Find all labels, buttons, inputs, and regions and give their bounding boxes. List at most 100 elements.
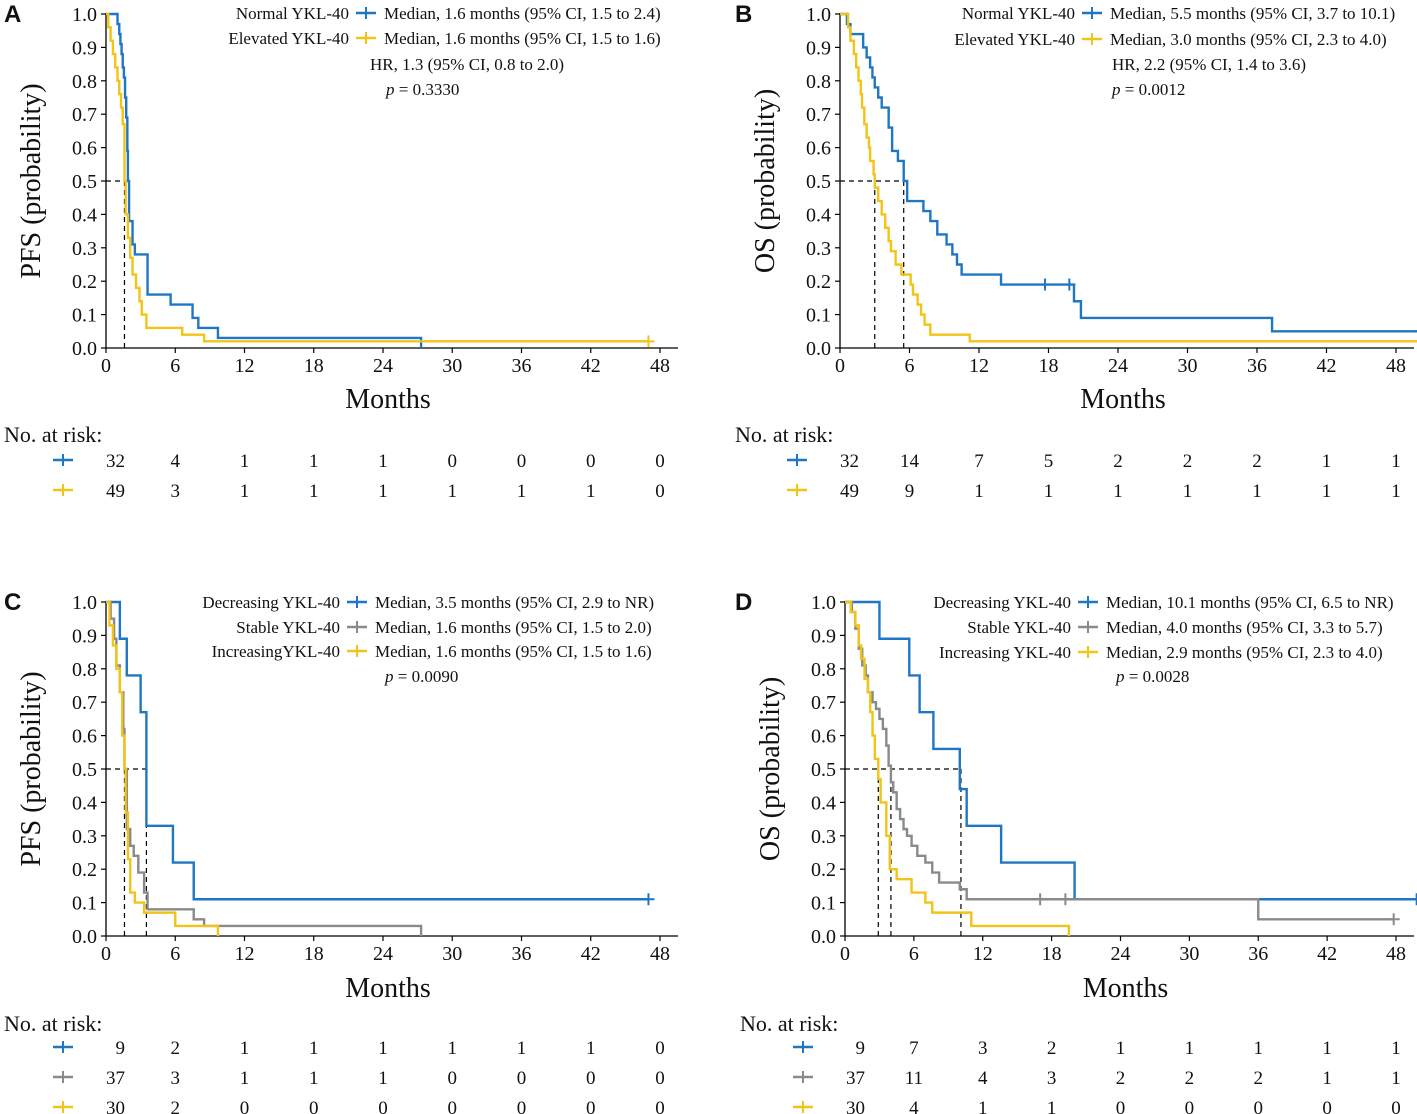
p-value-text: p = 0.0028 [1115,667,1189,686]
x-tick-label: 6 [905,355,915,377]
y-tick-label: 0.7 [72,104,97,126]
risk-count: 1 [517,481,527,502]
risk-count: 49 [106,481,125,502]
km-curve-increasingykl-40 [106,600,220,936]
risk-count: 3 [171,1068,181,1089]
risk-count: 4 [171,451,181,472]
y-axis-label: OS (probability) [755,677,786,861]
risk-count: 0 [655,1038,665,1059]
x-tick-label: 30 [442,943,462,965]
x-tick-label: 36 [1248,943,1268,965]
x-tick-label: 36 [1247,355,1267,377]
risk-count: 1 [378,1068,388,1089]
y-tick-label: 0.6 [806,138,831,160]
legend-group-label: Decreasing YKL-40 [933,593,1071,612]
y-tick-label: 0.2 [72,271,97,293]
panel-c: C0.00.10.20.30.40.50.60.70.80.91.00 6 12 18… [4,589,678,1114]
risk-count: 1 [240,1038,250,1059]
legend-median-text: Median, 3.5 months (95% CI, 2.9 to NR) [375,593,654,612]
risk-count: 1 [978,1098,988,1114]
y-axis-label: PFS (probability) [16,671,47,866]
panel-b: B0.00.10.20.30.40.50.60.70.80.91.00 6 12 18… [735,1,1417,502]
x-tick-label: 30 [1178,355,1198,377]
risk-count: 1 [1113,481,1123,502]
censor-mark [1034,893,1047,906]
y-tick-label: 0.2 [806,271,831,293]
legend-group-label: Decreasing YKL-40 [202,593,340,612]
x-tick-label: 30 [442,355,462,377]
hazard-ratio-text: HR, 1.3 (95% CI, 0.8 to 2.0) [370,55,564,74]
x-tick-label: 0 [840,943,850,965]
y-tick-label: 0.6 [811,726,836,748]
risk-count: 0 [448,1098,458,1114]
risk-count: 2 [1185,1068,1195,1089]
risk-count: 1 [1047,1098,1057,1114]
risk-count: 1 [309,451,319,472]
p-value: = 0.3330 [395,80,460,99]
x-tick-label: 36 [512,355,532,377]
risk-count: 0 [448,451,458,472]
y-tick-label: 0.4 [72,204,97,226]
x-tick-label: 42 [581,355,601,377]
legend-median-text: Median, 5.5 months (95% CI, 3.7 to 10.1) [1110,4,1395,23]
y-tick-label: 0.4 [806,204,831,226]
x-axis-label: Months [1080,384,1166,415]
y-tick-label: 1.0 [72,4,97,26]
risk-count: 0 [655,1068,665,1089]
censor-mark [642,893,655,906]
risk-count: 2 [171,1098,181,1114]
censor-mark [1410,893,1417,906]
km-curve-decreasing-ykl-40 [845,600,1417,901]
km-curve-normal-ykl-40 [106,12,423,348]
p-value-text: p = 0.0012 [1111,80,1185,99]
x-tick-label: 48 [1386,943,1406,965]
risk-count: 1 [448,481,458,502]
y-tick-label: 0.0 [72,926,97,948]
legend-median-text: Median, 2.9 months (95% CI, 2.3 to 4.0) [1106,643,1383,662]
legend-median-text: Median, 1.6 months (95% CI, 1.5 to 1.6) [375,642,652,661]
y-tick-label: 1.0 [811,592,836,614]
censor-mark [642,335,655,348]
legend-group-label: Stable YKL-40 [236,618,340,637]
risk-count: 0 [586,1098,596,1114]
legend-group-label: Elevated YKL-40 [228,29,349,48]
y-tick-label: 0.5 [72,171,97,193]
y-tick-label: 0.4 [811,792,836,814]
y-tick-label: 0.3 [72,238,97,260]
risk-count: 9 [116,1038,126,1059]
censor-mark [1413,330,1417,333]
y-tick-label: 0.2 [72,859,97,881]
legend-median-text: Median, 1.6 months (95% CI, 1.5 to 2.0) [375,618,652,637]
km-curve-stable-ykl-40 [106,600,423,936]
risk-count: 3 [171,481,181,502]
legend-group-label: Increasing YKL-40 [939,643,1071,662]
panel-a: A 0.0 0.1 0.2 0.3 0.4 0.5 0.6 0.7 0.8 0.9 1.0 0 6 12 18… [4,1,678,502]
x-tick-label: 42 [1317,943,1337,965]
risk-count: 1 [378,1038,388,1059]
x-tick-label: 24 [1108,355,1128,377]
y-tick-label: 0.8 [72,71,97,93]
y-tick-label: 0.6 [72,726,97,748]
risk-count: 32 [106,451,125,472]
legend-median-text: Median, 4.0 months (95% CI, 3.3 to 5.7) [1106,618,1383,637]
risk-count: 0 [517,1098,527,1114]
y-tick-label: 0.8 [806,71,831,93]
risk-count: 37 [106,1068,125,1089]
x-tick-label: 12 [235,943,255,965]
risk-count: 49 [840,481,859,502]
x-tick-label: 12 [969,355,989,377]
risk-count: 0 [517,1068,527,1089]
risk-count: 9 [905,481,915,502]
y-tick-label: 0.4 [72,792,97,814]
km-curve-normal-ykl-40 [840,12,1417,333]
risk-count: 1 [1254,1038,1264,1059]
risk-count: 1 [974,481,984,502]
risk-count: 3 [978,1038,988,1059]
risk-count: 1 [1116,1038,1126,1059]
y-tick-label: 0.3 [72,826,97,848]
hazard-ratio-text: HR, 2.2 (95% CI, 1.4 to 3.6) [1112,55,1306,74]
x-tick-label: 6 [170,355,180,377]
x-tick-label: 0 [101,355,111,377]
legend-group-label: IncreasingYKL-40 [212,642,340,661]
x-tick-label: 24 [373,355,393,377]
